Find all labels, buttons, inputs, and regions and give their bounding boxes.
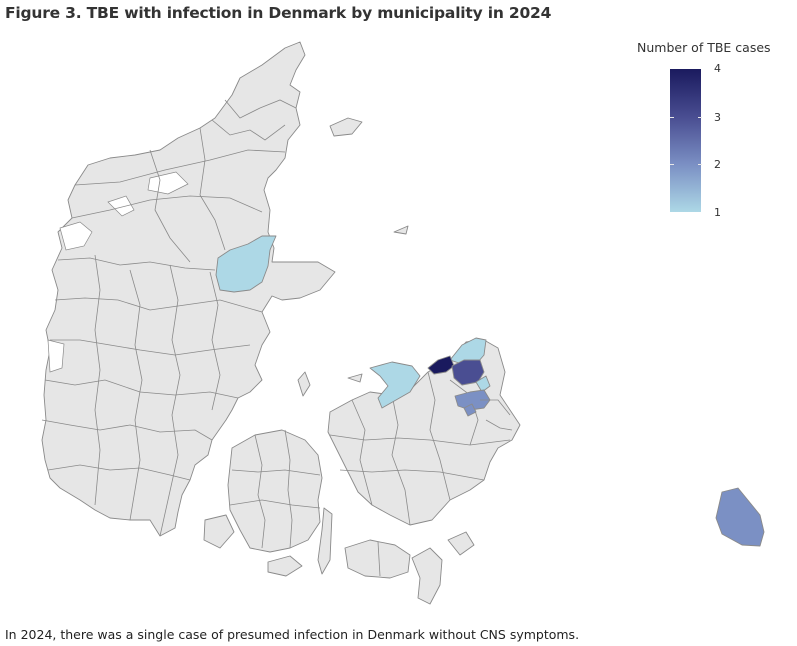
mon	[447, 531, 475, 556]
figure-caption: In 2024, there was a single case of pres…	[5, 627, 580, 642]
legend-tick-label: 4	[714, 62, 721, 75]
legend-colorbar	[670, 69, 701, 212]
funen	[227, 429, 323, 553]
island-sejero	[347, 373, 363, 383]
legend-tick-mark	[698, 117, 702, 118]
legend-title: Number of TBE cases	[637, 40, 771, 55]
legend-tick-mark	[670, 164, 674, 165]
municipality-north-zealand-central	[451, 359, 485, 386]
municipality-north-jutland-interior	[215, 235, 277, 293]
figure-title: Figure 3. TBE with infection in Denmark …	[5, 4, 552, 22]
island-anholt	[393, 225, 409, 235]
legend-tick-label: 3	[714, 111, 721, 124]
zealand	[327, 339, 521, 526]
legend-tick-label: 2	[714, 158, 721, 171]
island-samso	[297, 371, 311, 397]
municipality-north-zealand-east	[475, 375, 491, 393]
island-aero	[267, 555, 303, 577]
municipality-copenhagen-west	[454, 389, 491, 411]
jutland	[41, 41, 336, 537]
falster	[411, 547, 443, 605]
legend-tick-mark	[698, 164, 702, 165]
island-langeland	[317, 507, 333, 575]
municipality-bornholm	[715, 487, 765, 547]
lolland	[344, 539, 411, 579]
island-laeso	[329, 117, 363, 137]
municipality-odsherred-area	[369, 361, 421, 409]
municipality-copenhagen-south	[463, 403, 477, 417]
legend-tick-label: 1	[714, 206, 721, 219]
island-als	[203, 514, 235, 549]
legend-tick-mark	[670, 117, 674, 118]
legend: Number of TBE cases 4 3 2 1	[630, 40, 790, 220]
